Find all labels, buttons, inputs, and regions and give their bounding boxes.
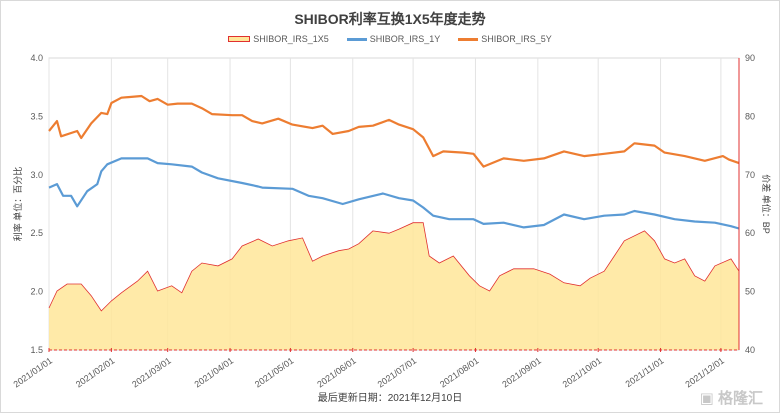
legend-label: SHIBOR_IRS_5Y xyxy=(481,34,552,44)
y2-tick-label: 70 xyxy=(745,170,755,180)
x-tick-label: 2021/11/01 xyxy=(624,355,666,389)
legend-swatch xyxy=(458,37,479,41)
y2-tick-label: 60 xyxy=(745,228,755,238)
y-tick-label: 2.5 xyxy=(30,228,43,238)
watermark-text: 格隆汇 xyxy=(717,390,763,407)
legend-item-5y[interactable]: SHIBOR_IRS_5Y xyxy=(458,34,552,44)
legend-label: SHIBOR_IRS_1Y xyxy=(369,34,441,44)
x-tick-label: 2021/02/01 xyxy=(74,355,117,389)
series-area-SHIBOR_IRS_1X5 xyxy=(49,222,739,350)
last-updated: 最后更新日期：2021年12月10日 xyxy=(317,393,463,404)
x-tick-label: 2021/05/01 xyxy=(253,355,296,389)
x-tick-label: 2021/06/01 xyxy=(315,355,358,389)
x-tick-label: 2021/12/01 xyxy=(683,355,726,389)
y2-axis-title: 价差 单位：BP xyxy=(761,174,772,234)
x-tick-label: 2021/09/01 xyxy=(500,355,543,389)
legend-swatch xyxy=(228,36,251,42)
legend-item-1y[interactable]: SHIBOR_IRS_1Y xyxy=(346,34,441,44)
y2-tick-label: 40 xyxy=(745,345,755,355)
y-tick-label: 1.5 xyxy=(30,345,43,355)
y-tick-label: 3.0 xyxy=(30,170,43,180)
y-axis-title: 利率 单位：百分比 xyxy=(12,167,23,242)
x-tick-label: 2021/08/01 xyxy=(438,355,481,389)
x-tick-label: 2021/01/01 xyxy=(12,355,55,389)
watermark-logo: ▣ 格隆汇 xyxy=(699,390,763,407)
series-line-SHIBOR_IRS_1X5 xyxy=(48,222,740,312)
legend-item-1x5[interactable]: SHIBOR_IRS_1X5 xyxy=(228,34,329,44)
x-tick-label: 2021/04/01 xyxy=(193,355,236,389)
y-tick-label: 4.0 xyxy=(30,53,43,63)
legend-swatch xyxy=(346,37,367,41)
chart-title: SHIBOR利率互换1X5年度走势 xyxy=(294,11,486,27)
legend: SHIBOR_IRS_1X5 SHIBOR_IRS_1Y SHIBOR_IRS_… xyxy=(1,34,779,44)
legend-label: SHIBOR_IRS_1X5 xyxy=(253,34,329,44)
x-tick-label: 2021/10/01 xyxy=(561,355,604,389)
y2-tick-label: 80 xyxy=(745,111,755,121)
y-tick-label: 3.5 xyxy=(30,111,43,121)
x-tick-label: 2021/07/01 xyxy=(376,355,419,389)
series-line-SHIBOR_IRS_1Y xyxy=(48,157,740,230)
y2-tick-label: 90 xyxy=(745,53,755,63)
series-line-SHIBOR_IRS_5Y xyxy=(48,94,740,168)
x-tick-label: 2021/03/01 xyxy=(130,355,173,389)
y-tick-label: 2.0 xyxy=(30,287,43,297)
y2-tick-label: 50 xyxy=(745,287,755,297)
